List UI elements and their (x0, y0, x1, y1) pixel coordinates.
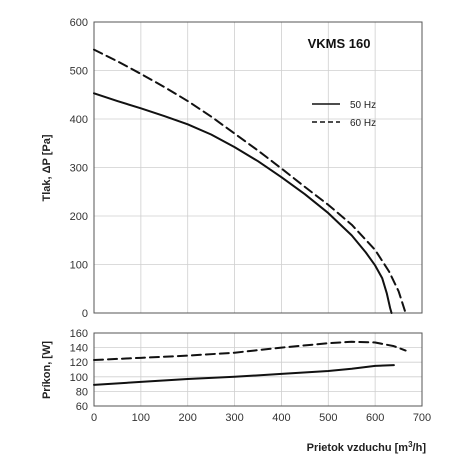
y-tick-label: 100 (70, 260, 88, 272)
series-line-60hz (93, 340, 407, 362)
x-tick-label: 500 (319, 412, 337, 424)
bottom-y-axis-label: Príkon, [W] (41, 341, 53, 399)
x-tick-label: 0 (91, 412, 97, 424)
y-tick-label: 80 (76, 386, 88, 398)
legend: 50 Hz 60 Hz (312, 100, 376, 129)
series-line-50hz (93, 92, 393, 314)
x-axis-label: Prietok vzduchu [m3/h] (307, 440, 427, 454)
x-tick-label: 300 (225, 412, 243, 424)
y-tick-label: 500 (70, 66, 88, 78)
chart-title: VKMS 160 (308, 36, 371, 51)
plot-frame (93, 332, 423, 407)
legend-label-60hz: 60 Hz (350, 118, 376, 129)
x-tick-label: 700 (413, 412, 431, 424)
legend-label-50hz: 50 Hz (350, 100, 376, 111)
y-tick-label: 160 (70, 328, 88, 340)
x-tick-label: 600 (366, 412, 384, 424)
x-tick-label: 200 (179, 412, 197, 424)
y-tick-label: 200 (70, 211, 88, 223)
x-axis-unit-suffix: /h] (413, 442, 427, 454)
y-tick-label: 60 (76, 401, 88, 413)
y-tick-label: 120 (70, 357, 88, 369)
plot-frame (93, 21, 423, 314)
y-tick-label: 0 (82, 308, 88, 320)
power-chart-panel: 60 80 100 120 140 160 0 100 200 300 400 500 600 700 (70, 328, 432, 424)
y-tick-label: 140 (70, 343, 88, 355)
pressure-chart-panel: 0 100 200 300 400 500 600 (70, 17, 423, 320)
x-axis-label-name: Prietok vzduchu (307, 442, 392, 454)
x-tick-label: 100 (132, 412, 150, 424)
x-axis-unit-prefix: [m (395, 442, 409, 454)
y-tick-label: 400 (70, 114, 88, 126)
series-line-60hz (93, 48, 407, 314)
series-line-50hz (93, 364, 395, 386)
x-axis-unit-superscript: 3 (408, 440, 413, 449)
top-y-axis-label: Tlak, ΔP [Pa] (41, 134, 53, 201)
y-tick-label: 300 (70, 163, 88, 175)
y-tick-label: 100 (70, 372, 88, 384)
y-tick-label: 600 (70, 17, 88, 29)
x-tick-label: 400 (272, 412, 290, 424)
